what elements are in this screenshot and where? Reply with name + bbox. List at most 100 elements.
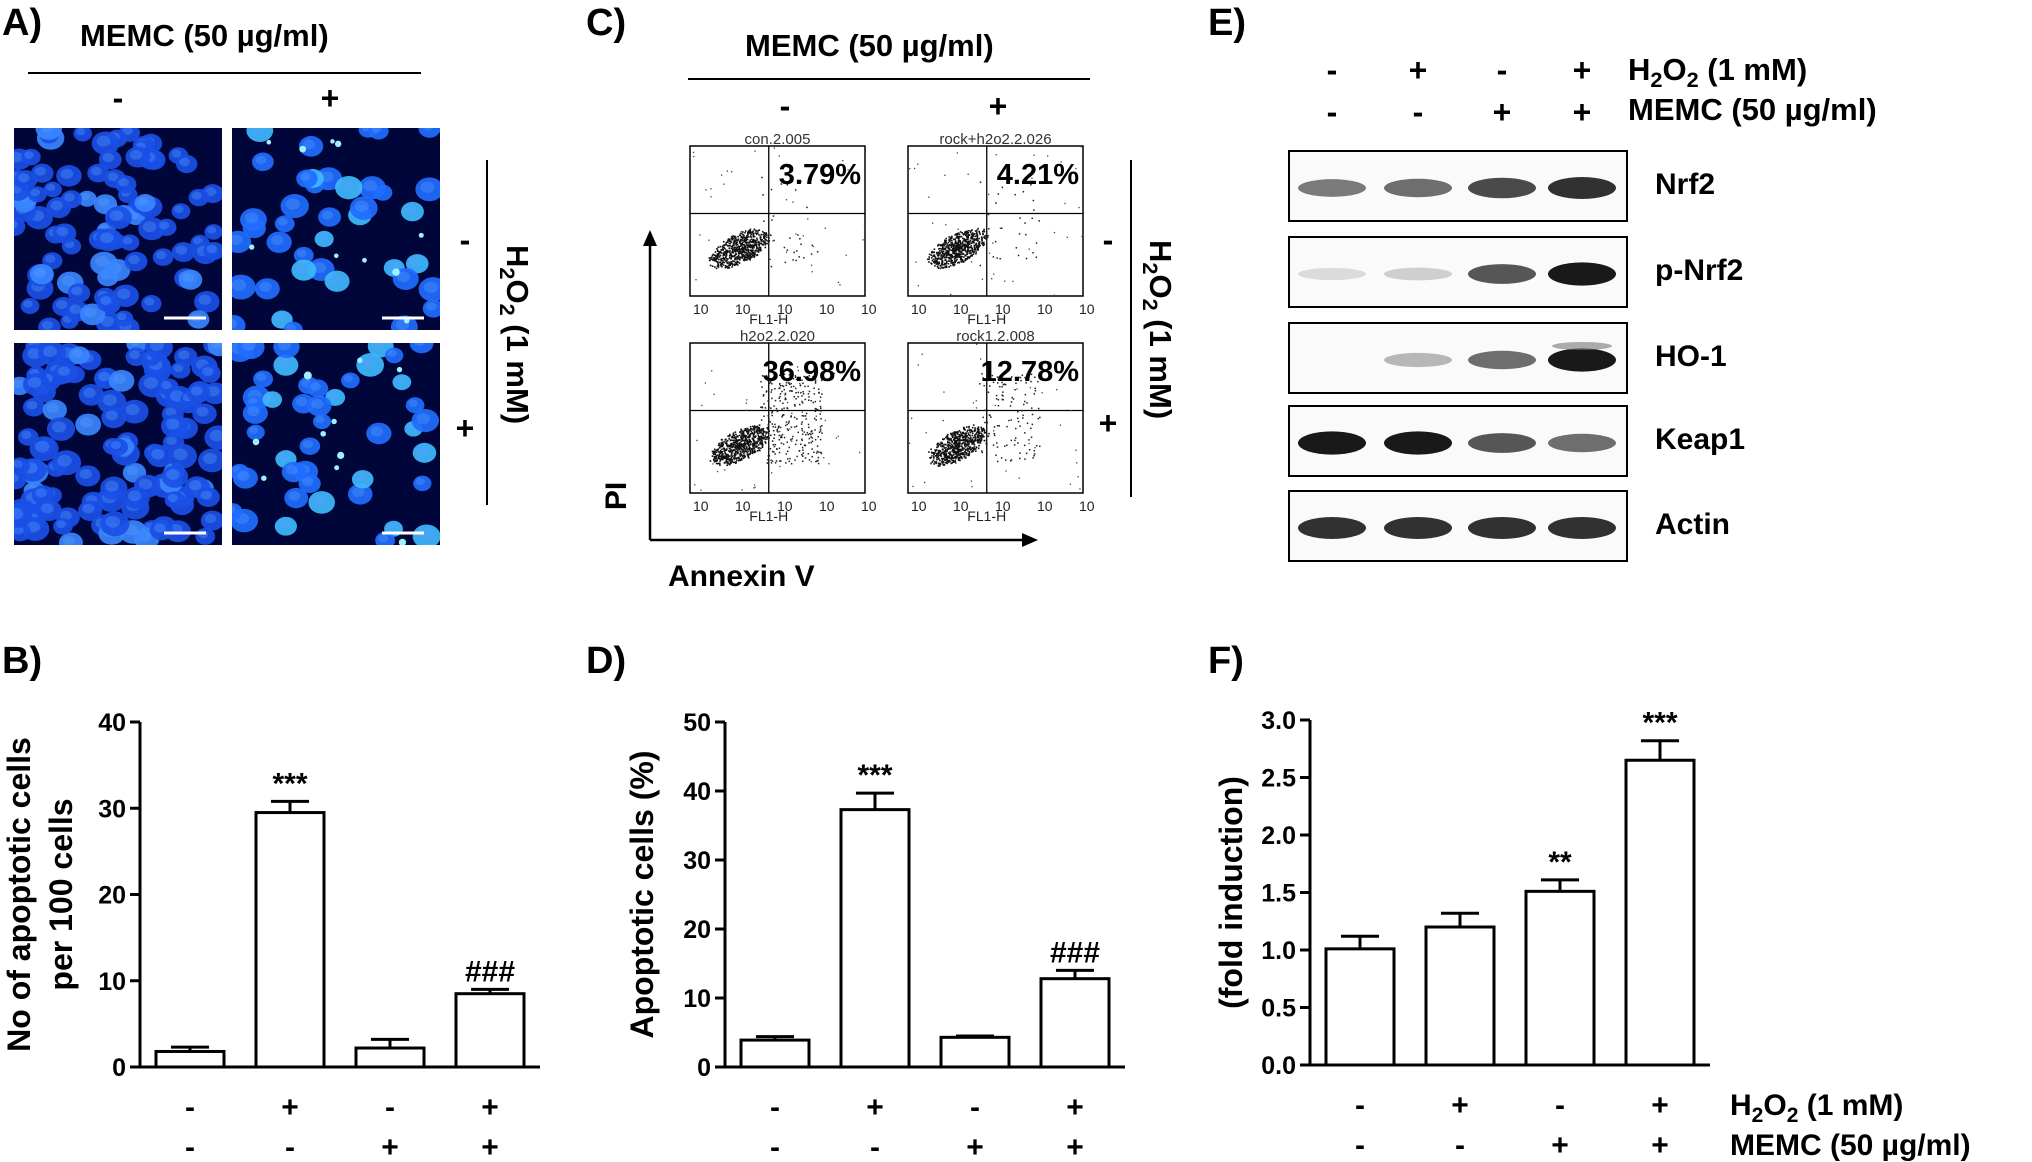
bar — [939, 1035, 1011, 1069]
panel-a-side-line — [486, 160, 488, 505]
h2o2-label-c: H2O2 (1 mM) — [1137, 240, 1178, 420]
y-tick-label: 10 — [98, 968, 126, 996]
panel-a-col-sign-2: + — [320, 80, 340, 116]
y-tick-label: 10 — [683, 985, 711, 1013]
flow-percent: 4.21% — [997, 159, 1079, 191]
x-sign-row2: + — [1551, 1129, 1569, 1162]
blot-label: Keap1 — [1655, 423, 1746, 456]
y-tick-label: 2.0 — [1261, 822, 1296, 850]
micrograph-h2o2 — [14, 343, 222, 545]
flow-x-tick: 10 — [735, 301, 751, 317]
y-tick-label: 40 — [683, 778, 711, 806]
panel-e-r2-sign-3: + — [1492, 94, 1512, 130]
flow-x-tick: 10 — [777, 498, 793, 514]
y-tick-label: 40 — [98, 709, 126, 737]
y-tick-label: 30 — [683, 847, 711, 875]
y-tick-label: 30 — [98, 795, 126, 823]
blot-p-nrf2 — [1288, 236, 1628, 308]
panel-e-r2-sign-1: - — [1326, 94, 1338, 130]
panel-e-row1-label: H2O2 (1 mM) — [1628, 52, 1808, 93]
blot-band — [1468, 177, 1536, 199]
flow-x-tick: 10 — [1037, 301, 1053, 317]
panel-c-col-sign-1: - — [779, 88, 791, 124]
x-sign-row1: - — [385, 1091, 395, 1124]
x-sign-row1: - — [1555, 1089, 1565, 1122]
panel-c-side-line — [1130, 160, 1132, 497]
flow-x-tick: 10 — [953, 301, 969, 317]
flow-x-tick: 10 — [861, 301, 877, 317]
x-sign-row1: + — [1451, 1089, 1469, 1122]
micrograph-control — [14, 128, 222, 330]
bar — [254, 811, 326, 1069]
flow-x-tick: 10 — [735, 498, 751, 514]
blot-band — [1298, 179, 1366, 197]
flow-x-label: FL1-H — [749, 311, 788, 327]
x-sign-row1: + — [281, 1091, 299, 1124]
blot-label: p-Nrf2 — [1655, 254, 1744, 287]
panel-e-row2-label: MEMC (50 µg/ml) — [1628, 92, 1877, 127]
y-tick-label: 2.5 — [1261, 765, 1296, 793]
y-tick-label: 50 — [683, 709, 711, 737]
x-sign-row2: + — [481, 1131, 499, 1162]
blot-actin — [1288, 490, 1628, 562]
y-tick-label: 1.5 — [1261, 880, 1296, 908]
y-axis-label: Apoptotic cells (%) — [624, 750, 660, 1038]
chart-b: 0 10 20 30 40 No of apoptotic cells per 100 ce… — [1, 709, 540, 1162]
bar — [454, 992, 526, 1069]
x-sign-row2: - — [1355, 1129, 1365, 1162]
y-tick-label: 1.0 — [1261, 937, 1296, 965]
blot-band — [1384, 178, 1452, 198]
panel-a-col-sign-1: - — [112, 80, 124, 116]
panel-a-label: A) — [2, 2, 43, 44]
blot-band — [1548, 517, 1616, 539]
blot-band — [1468, 433, 1536, 453]
x-sign-row2: + — [381, 1131, 399, 1162]
x-row1-label: H2O2 (1 mM) — [1730, 1089, 1903, 1127]
significance-label: *** — [272, 767, 307, 800]
blot-keap1 — [1288, 405, 1628, 477]
micrograph-memc — [232, 128, 440, 330]
flow-x-tick: 10 — [819, 301, 835, 317]
blot-band — [1468, 517, 1536, 539]
flow-plot-title: h2o2.2.020 — [740, 328, 815, 345]
x-sign-row2: + — [966, 1131, 984, 1162]
blot-band — [1548, 433, 1616, 453]
panel-c-row-sign-2: + — [1098, 405, 1118, 441]
bar — [1624, 758, 1696, 1067]
bar — [1424, 925, 1496, 1067]
panel-e-r1-sign-1: - — [1326, 52, 1338, 88]
flow-percent: 36.98% — [763, 356, 862, 388]
flow-x-tick: 10 — [1079, 498, 1095, 514]
panel-a-row-sign-1: - — [459, 222, 471, 258]
flow-x-label: FL1-H — [749, 508, 788, 524]
x-sign-row2: + — [1066, 1131, 1084, 1162]
x-sign-row2: - — [185, 1131, 195, 1162]
panel-f-label: F) — [1208, 640, 1244, 682]
flow-x-tick: 10 — [693, 301, 709, 317]
chart-d: 0 10 20 30 40 50 Apoptotic cells (%) - - *** + - - + #… — [624, 709, 1125, 1162]
significance-label: ### — [465, 955, 515, 988]
flow-x-tick: 10 — [819, 498, 835, 514]
flow-percent: 3.79% — [779, 159, 861, 191]
significance-label: ### — [1050, 936, 1100, 969]
x-sign-row1: + — [1651, 1089, 1669, 1122]
y-tick-label: 20 — [683, 916, 711, 944]
x-sign-row2: - — [870, 1131, 880, 1162]
blot-band — [1298, 517, 1366, 539]
blot-ho-1 — [1288, 322, 1628, 394]
blot-band — [1548, 348, 1616, 372]
y-tick-label: 0 — [112, 1054, 126, 1082]
blot-band — [1384, 431, 1452, 455]
bar — [839, 808, 911, 1069]
significance-label: ** — [1548, 846, 1572, 879]
panel-c-header: MEMC (50 µg/ml) — [745, 28, 994, 63]
flow-x-tick: 10 — [953, 498, 969, 514]
panel-c-col-sign-2: + — [988, 88, 1008, 124]
x-sign-row1: + — [481, 1091, 499, 1124]
x-sign-row1: - — [970, 1091, 980, 1124]
bar — [1324, 947, 1396, 1067]
panel-e-r1-sign-3: - — [1496, 52, 1508, 88]
